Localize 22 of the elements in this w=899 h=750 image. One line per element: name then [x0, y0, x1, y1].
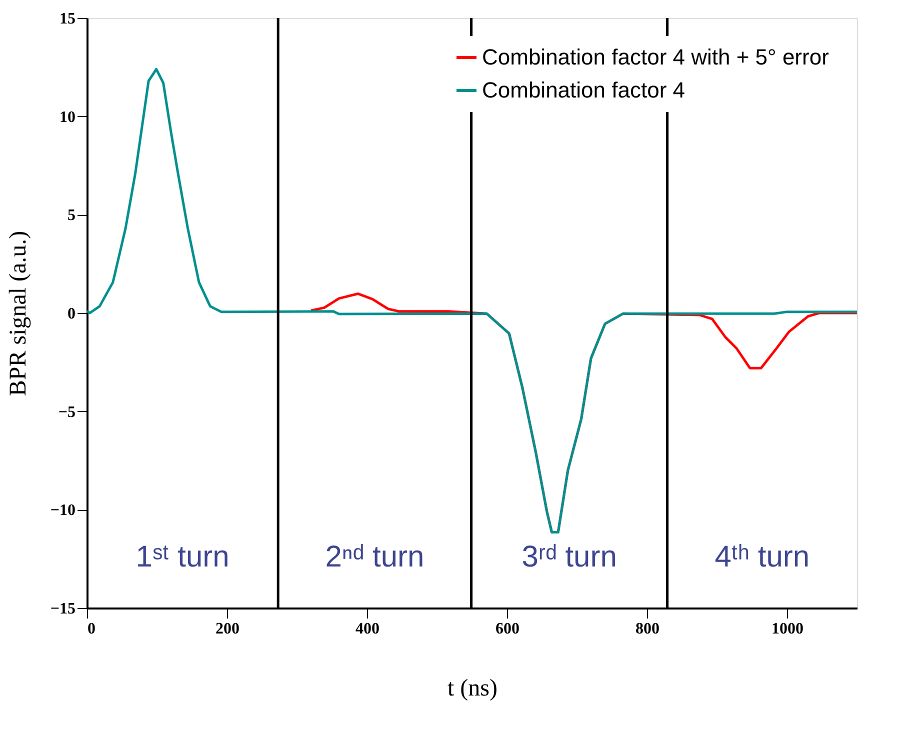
y-tick-label: 15 — [60, 10, 76, 28]
x-tick-label: 800 — [636, 620, 660, 638]
x-tick-label: 1000 — [772, 620, 804, 638]
x-tick-label: 600 — [496, 620, 520, 638]
x-tick-label: 200 — [216, 620, 240, 638]
x-tick-label: 0 — [88, 620, 96, 638]
line-series — [86, 68, 858, 534]
legend-label: Combination factor 4 — [482, 78, 685, 102]
y-tick-label: −5 — [58, 404, 76, 421]
legend-label: Combination factor 4 with + 5° error — [482, 44, 829, 70]
annotation: 1ˢᵗ turn — [136, 540, 230, 574]
x-tick-label: 400 — [356, 620, 380, 638]
annotation: 4ᵗʰ turn — [714, 540, 810, 574]
y-axis-title: BPR signal (a.u.) — [5, 230, 32, 396]
annotation: 3ʳᵈ turn — [522, 540, 617, 574]
y-tick-label: 0 — [68, 306, 76, 322]
x-axis-title: t (ns) — [448, 676, 498, 702]
y-tick-label: 5 — [68, 207, 76, 224]
y-tick-label: 10 — [60, 108, 76, 126]
y-tick-label: −15 — [50, 600, 76, 618]
annotation: 2ⁿᵈ turn — [325, 540, 424, 574]
y-tick-label: −10 — [50, 502, 76, 520]
